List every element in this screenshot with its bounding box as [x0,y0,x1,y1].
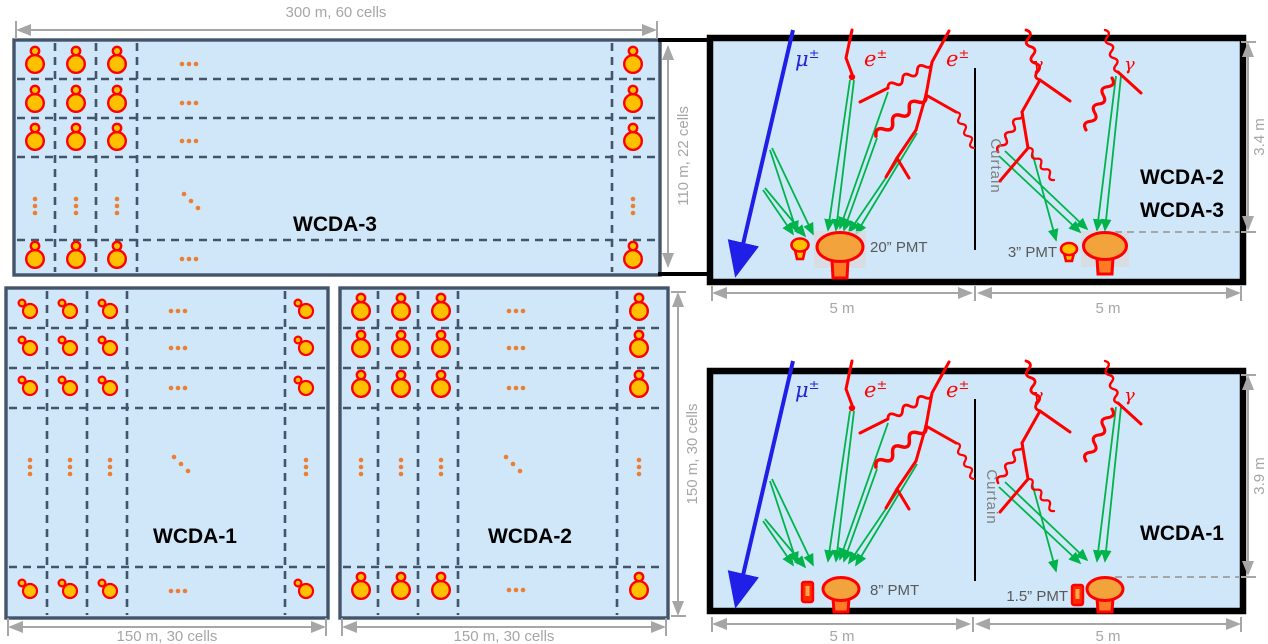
ellipsis-dots [168,385,188,391]
muon-label-bottom: μ± [795,378,820,402]
wcda3-side-dimension: 110 m, 22 cells [675,106,692,206]
electron2-label-bottom: e± [946,378,969,402]
ellipsis-dots [27,457,33,477]
large-pmt-label-bottom: 8” PMT [870,582,919,599]
ellipsis-dots [636,457,642,477]
wcda1-bottom-dimension: 150 m, 30 cells [117,628,218,644]
ellipsis-dots [114,196,120,216]
wcda3-label: WCDA-3 [293,213,377,236]
ellipsis-dots [168,588,188,594]
small-pmt-label-top: 3” PMT [1008,244,1057,261]
gamma2-label-bottom: γ [1124,385,1135,406]
ellipsis-dots [107,457,113,477]
tank-bottom-water [706,367,1247,615]
tank-top-name-line1: WCDA-2 [1140,166,1224,189]
large-pmt-symbol [1082,231,1128,261]
wcda2-bottom-dimension: 150 m, 30 cells [454,628,555,644]
tank-top-width-right: 5 m [1095,300,1120,317]
ellipsis-dots [630,196,636,216]
ellipsis-dots [32,196,38,216]
ellipsis-dots [506,385,526,391]
curtain-label-bottom: Curtain [983,469,1000,524]
wcda3-array: WCDA-3 [12,38,662,277]
large-pmt-symbol [821,576,861,602]
small-pmt-symbol [790,237,810,253]
ellipsis-dots [506,345,526,351]
wcda2-grid [343,291,665,615]
pmt-pair-right-top [1059,231,1129,276]
pmt-pair-left-top [790,231,866,280]
ellipsis-dots [398,457,404,477]
tank-top-cross-section: 20” PMT 3” PMT WCDA-2 WCDA-3 Curtain μ± … [706,29,1247,286]
ellipsis-dots [506,308,526,314]
wcda3-grid [17,43,657,272]
ellipsis-dots [506,587,526,593]
electron2-label-top: e± [946,47,969,71]
wcda2-side-dimension: 150 m, 30 cells [684,404,701,505]
tank-top-name-line2: WCDA-3 [1140,199,1224,222]
tank-top-width-left: 5 m [829,300,854,317]
large-pmt-symbol [1085,576,1125,602]
tank-bottom-width-right: 5 m [1095,628,1120,644]
ellipsis-dots [67,457,73,477]
tank-top-depth: 3.4 m [1251,118,1268,156]
tank-bottom-width-left: 5 m [829,628,854,644]
wcda2-array: WCDA-2 [338,286,670,620]
wcda2-label: WCDA-2 [488,525,572,548]
wcda1-array: WCDA-1 [4,286,330,620]
tank-bottom-name: WCDA-1 [1140,522,1224,545]
muon-label-top: μ± [795,47,820,71]
wcda1-grid [9,291,325,615]
dimension-annotations-right: 5 m 5 m 3.4 m 5 m 5 m 3.9 m [711,41,1268,644]
wcda1-pool [4,286,330,620]
gamma1-label-top: γ [1032,54,1043,75]
small-pmt-label-bottom: 1.5” PMT [1006,588,1068,605]
ellipsis-dots [179,61,199,67]
ellipsis-dots [73,196,79,216]
large-pmt-symbol [815,231,865,263]
dimension-annotations-left: 300 m, 60 cells 110 m, 22 cells 150 m, 3… [7,4,708,644]
ellipsis-dots [303,457,309,477]
tank-top-water [706,34,1247,286]
curtain-label-top: Curtain [987,138,1004,193]
ellipsis-dots [358,457,364,477]
ellipsis-dots [438,457,444,477]
gamma2-label-top: γ [1124,54,1135,75]
large-pmt-label-top: 20” PMT [870,239,928,256]
pmt-pair-right-bottom [1070,576,1125,614]
wcda1-label: WCDA-1 [153,525,237,548]
wcda3-top-dimension: 300 m, 60 cells [286,4,387,21]
ellipsis-dots [168,345,188,351]
electron1-label-bottom: e± [864,378,887,402]
ellipsis-dots [179,256,199,262]
wcda2-pool [338,286,670,620]
tank-bottom-cross-section: 8” PMT 1.5” PMT WCDA-1 Curtain μ± e± e± … [706,360,1247,615]
electron1-label-top: e± [864,47,887,71]
ellipsis-dots [179,100,199,106]
pmt-pair-left-bottom [800,576,861,614]
gamma1-label-bottom: γ [1032,385,1043,406]
tank-bottom-depth: 3.9 m [1251,457,1268,495]
ellipsis-dots [179,138,199,144]
ellipsis-dots [168,308,188,314]
small-pmt-symbol [1059,241,1079,257]
